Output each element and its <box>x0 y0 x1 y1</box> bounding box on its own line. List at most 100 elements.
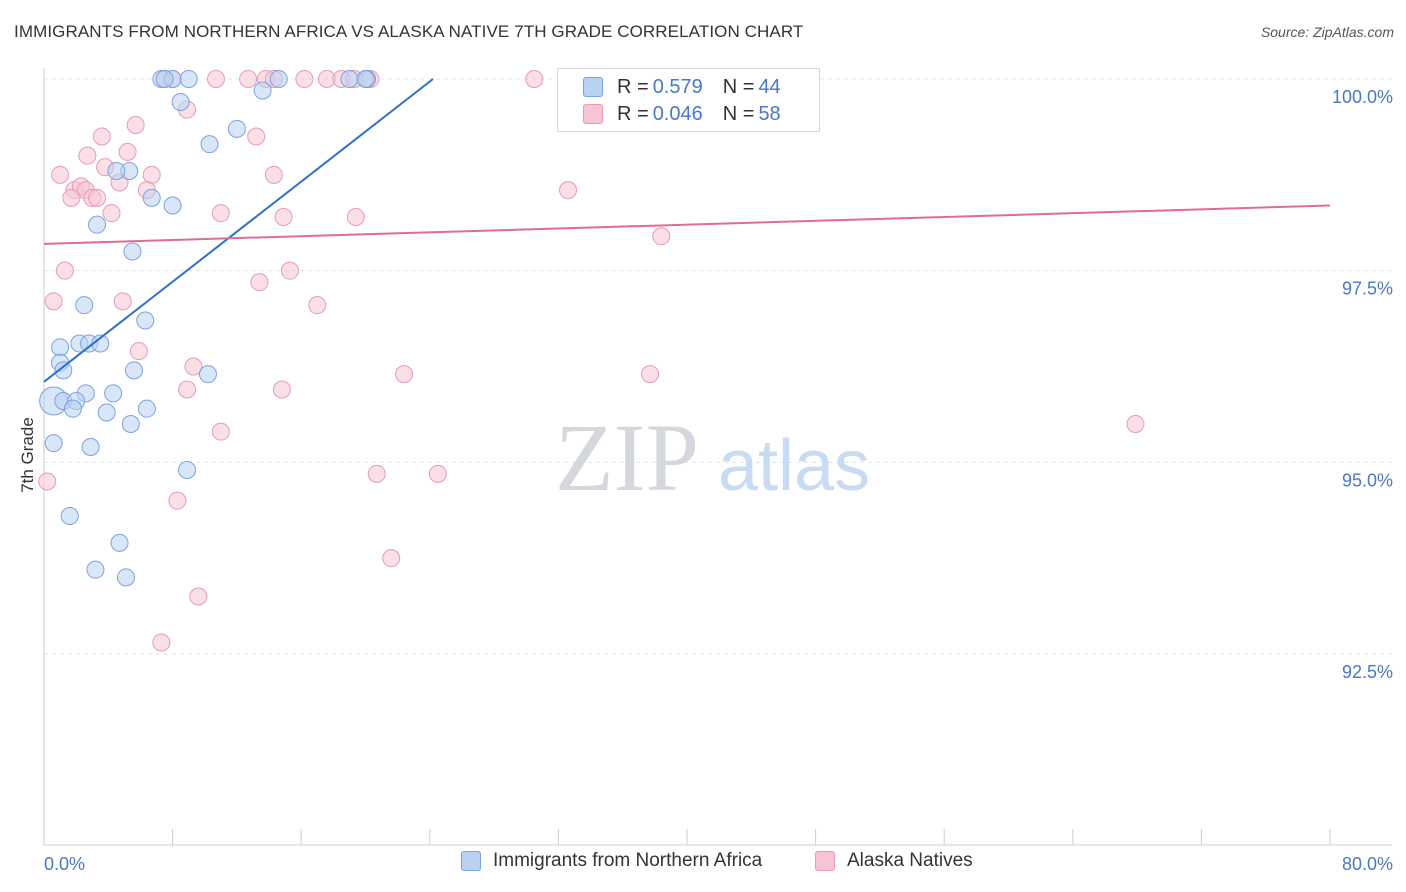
northern-africa-point <box>269 70 288 88</box>
source-credit: Source: ZipAtlas.com <box>1260 24 1394 40</box>
tick-labels: 100.0% 97.5% 95.0% 92.5% 0.0% 80.0% <box>44 87 1393 874</box>
legend-item-alaska-natives[interactable]: Alaska Natives <box>815 850 973 872</box>
y-tick-label: 97.5% <box>1342 279 1393 299</box>
alaska-native-point <box>78 146 97 165</box>
northern-africa-point <box>86 560 105 579</box>
correlation-legend: R = 0.579 N = 44 R = 0.046 N = 58 <box>557 68 820 132</box>
axes <box>43 68 1392 846</box>
alaska-native-point <box>559 181 578 200</box>
alaska-native-point <box>280 261 299 280</box>
northern-africa-point <box>54 361 73 380</box>
alaska-native-point <box>382 549 401 568</box>
northern-africa-point <box>125 361 144 380</box>
northern-africa-point <box>63 399 82 418</box>
alaska-native-point <box>247 127 266 146</box>
x-tick-label: 80.0% <box>1342 854 1393 874</box>
alaska-native-point <box>88 188 107 207</box>
alaska-native-point <box>274 208 293 226</box>
alaska-native-point <box>184 357 203 376</box>
alaska-native-point <box>178 380 197 399</box>
alaska-native-point <box>264 165 283 184</box>
alaska-native-point <box>1126 415 1145 433</box>
x-tick-label: 0.0% <box>44 854 85 874</box>
northern-africa-point <box>163 196 182 215</box>
pink-swatch-icon <box>583 104 603 124</box>
northern-africa-point <box>200 135 219 154</box>
alaska-native-point <box>211 204 230 223</box>
alaska-native-point <box>142 165 161 184</box>
northern-africa-point <box>253 81 272 100</box>
n-label: N = <box>722 102 755 125</box>
alaska-native-point <box>62 188 81 207</box>
alaska-native-point <box>272 380 291 399</box>
alaska-native-point <box>308 296 327 315</box>
northern-africa-trend-line <box>43 78 434 383</box>
y-tick-label: 92.5% <box>1342 662 1393 682</box>
northern-africa-point <box>116 568 135 587</box>
northern-africa-point <box>121 415 140 433</box>
alaska-native-point <box>102 204 121 223</box>
alaska-native-point <box>211 422 230 441</box>
northern-africa-point <box>340 70 359 88</box>
alaska-native-point <box>207 70 226 88</box>
alaska-native-point <box>652 227 671 246</box>
n-value: 44 <box>758 75 781 98</box>
y-tick-label: 95.0% <box>1342 470 1393 490</box>
alaska-native-point <box>55 261 74 280</box>
northern-africa-point <box>155 70 174 88</box>
northern-africa-point <box>88 215 107 234</box>
trend-lines <box>43 78 1331 383</box>
n-label: N = <box>722 75 755 98</box>
northern-africa-point <box>227 119 246 138</box>
watermark-atlas: atlas <box>718 426 870 506</box>
northern-africa-point <box>171 93 190 111</box>
watermark-zip: ZIP <box>555 404 699 511</box>
northern-africa-points <box>39 70 377 587</box>
alaska-native-point <box>367 464 386 483</box>
northern-africa-point <box>198 365 217 384</box>
alaska-native-point <box>641 365 660 384</box>
northern-africa-point <box>44 434 63 453</box>
northern-africa-point <box>81 438 100 456</box>
alaska-native-point <box>295 70 314 88</box>
alaska-native-point <box>44 292 63 311</box>
northern-africa-point <box>60 507 79 525</box>
r-label: R = <box>617 75 649 98</box>
legend-item-northern-africa[interactable]: Immigrants from Northern Africa <box>461 850 762 872</box>
legend-label: Alaska Natives <box>847 850 973 871</box>
alaska-native-point <box>428 464 447 483</box>
northern-africa-point <box>137 399 156 418</box>
northern-africa-point <box>107 162 126 180</box>
alaska-native-point <box>113 292 132 311</box>
alaska-native-point <box>38 472 57 491</box>
alaska-native-point <box>250 273 269 292</box>
northern-africa-point <box>75 296 94 315</box>
watermark: ZIP atlas <box>555 404 870 511</box>
blue-swatch-icon <box>583 77 603 97</box>
alaska-native-point <box>525 70 544 88</box>
northern-africa-point <box>51 338 70 357</box>
alaska-native-point <box>346 208 365 226</box>
alaska-native-point <box>189 587 208 606</box>
gridlines <box>44 78 1392 655</box>
chart-title: IMMIGRANTS FROM NORTHERN AFRICA VS ALASK… <box>14 22 804 41</box>
alaska-native-point <box>239 70 258 88</box>
alaska-natives-trend-line <box>43 204 1331 245</box>
northern-africa-point <box>97 403 116 422</box>
northern-africa-point <box>356 70 375 88</box>
alaska-native-point <box>92 127 111 146</box>
r-value: 0.579 <box>652 75 703 98</box>
northern-africa-point <box>178 461 197 479</box>
series-legend: Immigrants from Northern Africa Alaska N… <box>0 850 1406 878</box>
northern-africa-point <box>123 242 142 261</box>
blue-swatch-icon <box>461 851 481 871</box>
northern-africa-point <box>110 533 129 552</box>
alaska-native-point <box>51 165 70 184</box>
alaska-native-point <box>168 491 187 510</box>
y-tick-label: 100.0% <box>1332 87 1393 107</box>
r-label: R = <box>617 102 649 125</box>
alaska-native-point <box>395 365 414 384</box>
pink-swatch-icon <box>815 851 835 871</box>
northern-africa-point <box>179 70 198 88</box>
